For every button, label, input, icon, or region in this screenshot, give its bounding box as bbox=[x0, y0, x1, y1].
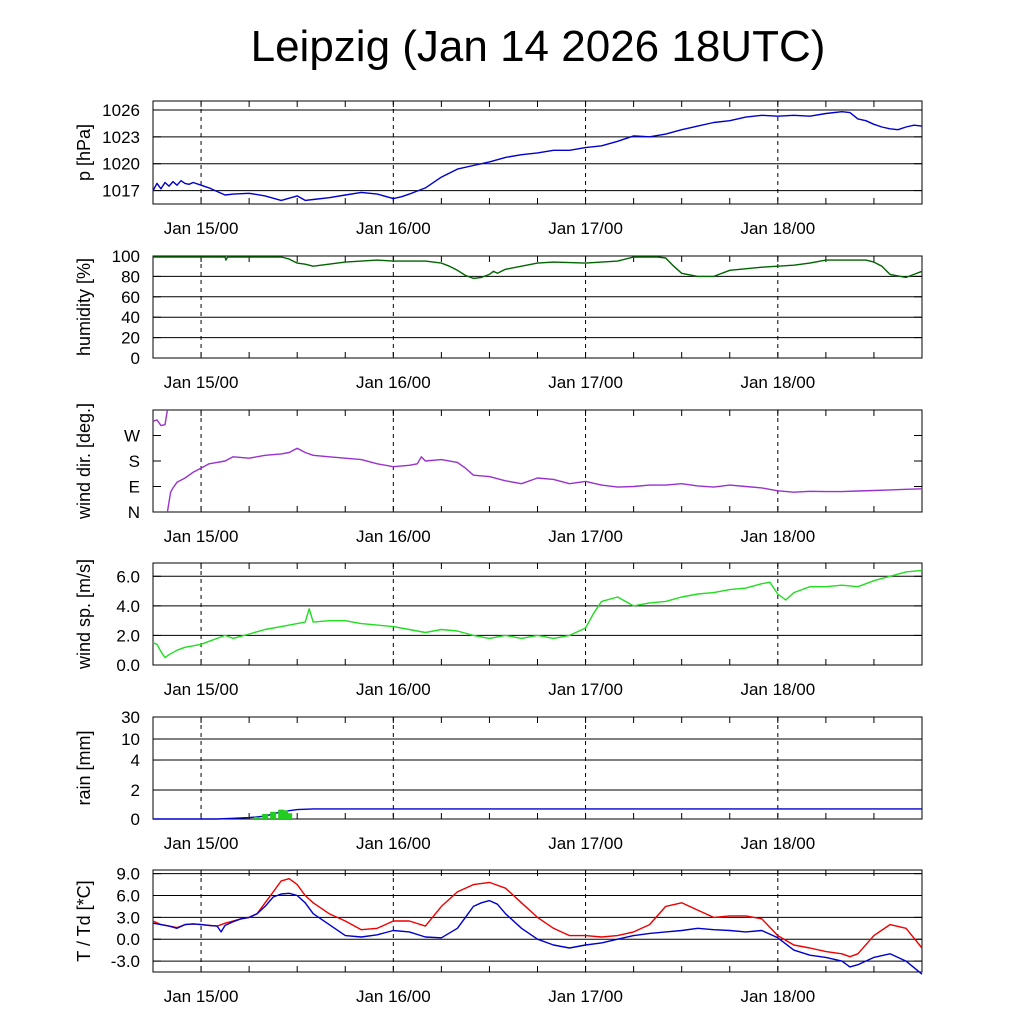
wind_direction-ytick-label: N bbox=[128, 503, 140, 522]
pressure-xtick-label: Jan 15/00 bbox=[164, 219, 239, 238]
rain-bar bbox=[262, 813, 269, 819]
temperature-ytick-label: -3.0 bbox=[111, 952, 140, 971]
wind_direction-xtick-label: Jan 18/00 bbox=[740, 527, 815, 546]
rain-bar bbox=[278, 809, 285, 819]
temperature-frame bbox=[152, 869, 923, 973]
rain-bar bbox=[286, 813, 293, 819]
humidity-ytick-label: 40 bbox=[121, 308, 140, 327]
pressure-ytick-label: 1020 bbox=[102, 155, 140, 174]
wind_direction-ytick-label: E bbox=[129, 478, 140, 497]
humidity-ylabel: humidity [%] bbox=[74, 258, 94, 356]
chart-title: Leipzig (Jan 14 2026 18UTC) bbox=[250, 22, 826, 71]
pressure-ytick-label: 1017 bbox=[102, 182, 140, 201]
humidity-ytick-label: 100 bbox=[112, 247, 140, 266]
rain-ytick-label: 10 bbox=[121, 730, 140, 749]
wind_speed-line bbox=[152, 569, 923, 659]
temperature-ytick-label: 3.0 bbox=[116, 908, 140, 927]
wind_direction-ytick-label: W bbox=[124, 427, 140, 446]
humidity-ytick-label: 20 bbox=[121, 329, 140, 348]
humidity-xtick-label: Jan 16/00 bbox=[356, 373, 431, 392]
wind_direction-ytick-label: S bbox=[129, 452, 140, 471]
temperature-ytick-label: 6.0 bbox=[116, 887, 140, 906]
wind_speed-ytick-label: 0.0 bbox=[116, 656, 140, 675]
pressure-ylabel: p [hPa] bbox=[74, 124, 94, 181]
temperature-xtick-label: Jan 18/00 bbox=[740, 987, 815, 1006]
T-line bbox=[152, 878, 923, 958]
wind_speed-ylabel: wind sp. [m/s] bbox=[74, 559, 94, 670]
wind_direction-xtick-label: Jan 15/00 bbox=[164, 527, 239, 546]
rain-bar bbox=[282, 810, 289, 819]
Td-line bbox=[152, 892, 923, 975]
rain-frame bbox=[152, 716, 923, 820]
rain-ytick-label: 2 bbox=[131, 781, 140, 800]
wind_speed-ytick-label: 4.0 bbox=[116, 597, 140, 616]
rain-xtick-label: Jan 18/00 bbox=[740, 834, 815, 853]
humidity-xtick-label: Jan 18/00 bbox=[740, 373, 815, 392]
humidity-frame bbox=[152, 255, 923, 359]
pressure-ytick-label: 1023 bbox=[102, 128, 140, 147]
temperature-ytick-label: 0.0 bbox=[116, 930, 140, 949]
wind_direction-xtick-label: Jan 16/00 bbox=[356, 527, 431, 546]
rain-ytick-label: 0 bbox=[131, 810, 140, 829]
rain-bar bbox=[270, 811, 277, 819]
rain-ytick-label: 30 bbox=[121, 708, 140, 727]
pressure-xtick-label: Jan 17/00 bbox=[548, 219, 623, 238]
pressure-ytick-label: 1026 bbox=[102, 101, 140, 120]
wind_dir_a-line bbox=[152, 409, 169, 427]
rain-ytick-label: 4 bbox=[131, 751, 140, 770]
wind_dir_b-line bbox=[166, 447, 923, 513]
rain-xtick-label: Jan 16/00 bbox=[356, 834, 431, 853]
pressure-xtick-label: Jan 18/00 bbox=[740, 219, 815, 238]
pressure-line bbox=[152, 110, 923, 202]
temperature-xtick-label: Jan 16/00 bbox=[356, 987, 431, 1006]
wind_direction-xtick-label: Jan 17/00 bbox=[548, 527, 623, 546]
humidity-xtick-label: Jan 17/00 bbox=[548, 373, 623, 392]
humidity-ytick-label: 80 bbox=[121, 267, 140, 286]
wind_speed-ytick-label: 2.0 bbox=[116, 626, 140, 645]
pressure-xtick-label: Jan 16/00 bbox=[356, 219, 431, 238]
rain-xtick-label: Jan 17/00 bbox=[548, 834, 623, 853]
wind_speed-xtick-label: Jan 16/00 bbox=[356, 680, 431, 699]
rain-xtick-label: Jan 15/00 bbox=[164, 834, 239, 853]
temperature-ytick-label: 9.0 bbox=[116, 865, 140, 884]
wind_speed-frame bbox=[152, 562, 923, 666]
humidity-line bbox=[153, 256, 923, 280]
wind_direction-ylabel: wind dir. [deg.] bbox=[74, 403, 94, 520]
wind_direction-frame bbox=[152, 409, 923, 513]
humidity-ytick-label: 0 bbox=[131, 349, 140, 368]
wind_speed-xtick-label: Jan 18/00 bbox=[740, 680, 815, 699]
wind_speed-xtick-label: Jan 15/00 bbox=[164, 680, 239, 699]
humidity-ytick-label: 60 bbox=[121, 288, 140, 307]
temperature-xtick-label: Jan 17/00 bbox=[548, 987, 623, 1006]
temperature-xtick-label: Jan 15/00 bbox=[164, 987, 239, 1006]
temperature-ylabel: T / Td [*C] bbox=[74, 880, 94, 961]
rain-ylabel: rain [mm] bbox=[74, 730, 94, 805]
humidity-xtick-label: Jan 15/00 bbox=[164, 373, 239, 392]
wind_speed-ytick-label: 6.0 bbox=[116, 567, 140, 586]
wind_speed-xtick-label: Jan 17/00 bbox=[548, 680, 623, 699]
rain-bar bbox=[254, 816, 261, 819]
